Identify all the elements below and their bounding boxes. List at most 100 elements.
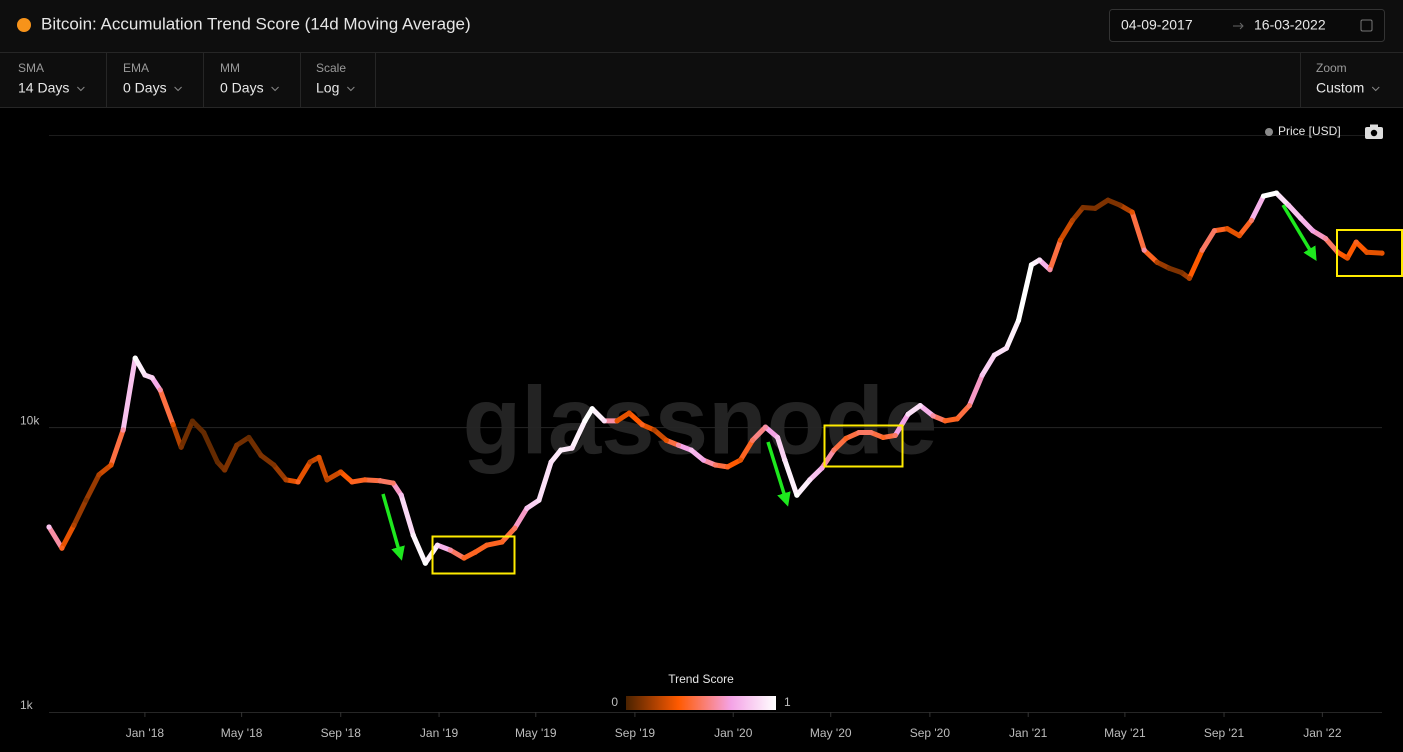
price-point <box>1273 190 1280 196</box>
price-point <box>71 522 77 528</box>
price-point <box>1117 202 1123 208</box>
line-segment <box>1323 236 1341 255</box>
plot: 1k 10k Jan '18 May '18 Sep '18 Jan '19 May '19… <box>20 190 1385 740</box>
chevron[interactable] <box>1371 86 1380 92</box>
price-point <box>1003 345 1010 351</box>
line-segment <box>316 454 330 483</box>
price-point <box>447 547 453 553</box>
price-point <box>1199 247 1205 253</box>
chevron[interactable] <box>271 86 279 92</box>
price-point <box>434 542 441 548</box>
control-separators <box>106 52 1301 107</box>
x-tick-label: May '19 <box>515 726 557 740</box>
control-value[interactable]: 0 Days <box>123 80 167 96</box>
line-segment <box>295 459 313 485</box>
control-label: Scale <box>316 61 346 75</box>
price-point <box>1310 228 1316 234</box>
price-point <box>1092 205 1098 211</box>
line-segment <box>1298 215 1316 234</box>
date-from[interactable]: 04-09-2017 <box>1121 17 1193 33</box>
x-tick-label: May '21 <box>1104 726 1146 740</box>
line-segment <box>71 497 89 528</box>
control-value[interactable]: Custom <box>1316 80 1364 96</box>
chevron[interactable] <box>77 86 85 92</box>
line-segment <box>1141 247 1160 265</box>
line-segment <box>589 406 607 424</box>
x-tick-label: Jan '21 <box>1009 726 1048 740</box>
line-segment <box>447 547 467 561</box>
price-point <box>338 469 344 475</box>
line-segment <box>569 418 588 451</box>
line-segment <box>979 352 997 378</box>
control-label: SMA <box>18 61 44 75</box>
legend-marker[interactable] <box>1265 128 1273 136</box>
price-point <box>283 477 289 483</box>
x-tick-label: May '20 <box>810 726 852 740</box>
price-point <box>1028 262 1035 268</box>
controls: SMA 14 Days EMA 0 Days MM 0 Days Scale Log Zoom C… <box>18 61 1380 96</box>
line-segment <box>651 427 669 443</box>
price-point <box>201 429 207 436</box>
price-point <box>880 434 886 441</box>
line-segment <box>499 525 518 545</box>
x-tick-label: Jan '22 <box>1303 726 1342 740</box>
price-point <box>234 442 240 448</box>
control-value[interactable]: Log <box>316 80 339 96</box>
line-segment <box>1057 217 1076 243</box>
price-point <box>639 422 645 428</box>
bitcoin-icon <box>17 18 31 32</box>
x-tick-label: Jan '19 <box>420 726 459 740</box>
price-point <box>1186 275 1192 281</box>
line-segment <box>422 542 440 566</box>
line-segment <box>794 477 813 498</box>
price-point <box>120 427 126 433</box>
line-segment <box>178 418 195 450</box>
price-point <box>1353 239 1359 245</box>
price-point <box>132 355 138 361</box>
price-point <box>157 387 163 393</box>
line-segment <box>831 435 849 453</box>
price-point <box>601 418 607 424</box>
line-segment <box>398 492 416 538</box>
line-segment <box>410 532 428 566</box>
price-point <box>966 402 972 409</box>
line-segment <box>1236 217 1254 239</box>
price-point <box>917 402 923 409</box>
line-segment <box>324 469 344 483</box>
price-point <box>149 375 155 381</box>
price-point <box>214 459 221 465</box>
calendar-icon[interactable] <box>1360 19 1373 32</box>
line-segment <box>762 424 781 440</box>
arrow <box>766 441 791 507</box>
price-point <box>1236 233 1242 239</box>
control-value[interactable]: 14 Days <box>18 80 69 96</box>
price-point <box>991 352 997 358</box>
line-segment <box>1286 202 1304 221</box>
camera-icon[interactable] <box>1365 124 1383 140</box>
chevron[interactable] <box>174 86 182 92</box>
price-point <box>1260 193 1267 199</box>
price-point <box>316 454 322 460</box>
price-point <box>142 372 148 378</box>
x-tick-label: May '18 <box>221 726 263 740</box>
control-value[interactable]: 0 Days <box>220 80 264 96</box>
price-point <box>178 444 184 450</box>
chevron[interactable] <box>347 86 355 92</box>
date-to[interactable]: 16-03-2022 <box>1254 17 1326 33</box>
price-point <box>582 418 588 424</box>
control-label: EMA <box>123 61 149 75</box>
line-segment <box>1003 317 1022 351</box>
line-segment <box>189 418 207 436</box>
price-point <box>712 462 719 468</box>
price-point <box>271 462 277 468</box>
price-point <box>724 464 731 470</box>
legend-label[interactable]: Price [USD] <box>1278 124 1341 138</box>
date-range[interactable] <box>1109 9 1385 42</box>
line-segment <box>246 434 264 458</box>
price-point <box>1057 237 1064 243</box>
line-segment <box>1248 193 1267 223</box>
price-point <box>1105 197 1111 203</box>
price-point <box>700 457 707 463</box>
price-point <box>512 525 518 531</box>
colorbar-tick-label: 0 <box>611 695 618 709</box>
